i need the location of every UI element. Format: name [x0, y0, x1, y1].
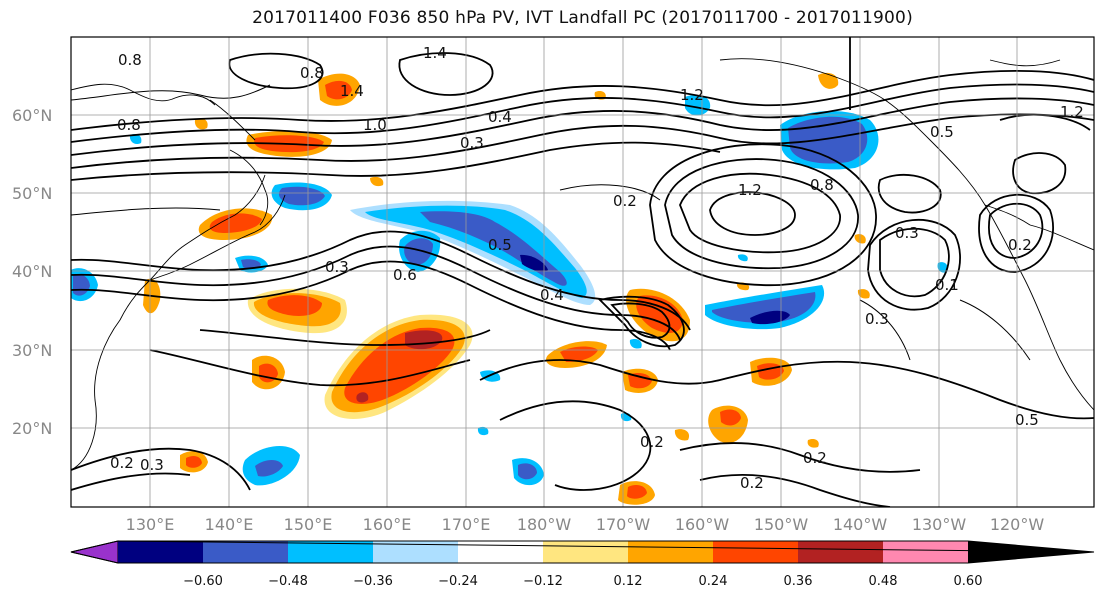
- colorbar-outline: [70, 540, 1095, 564]
- lat-label: 30°N: [12, 341, 52, 360]
- lon-label: 130°E: [126, 515, 175, 534]
- colorbar-tick: 0.24: [699, 574, 728, 589]
- plot-content: 0.8 0.8 1.4 1.4 0.8 1.0 0.3 0.4 0.5 1.2 …: [71, 37, 1094, 507]
- contour-label: 0.2: [1008, 236, 1032, 254]
- lon-label: 130°W: [912, 515, 967, 534]
- map-title: 2017011400 F036 850 hPa PV, IVT Landfall…: [252, 8, 913, 28]
- contour-label: 0.8: [117, 116, 141, 134]
- lat-label: 50°N: [12, 184, 52, 203]
- colorbar-tick: −0.48: [268, 574, 308, 589]
- graticule: [71, 37, 1094, 507]
- lon-label: 150°E: [284, 515, 333, 534]
- plot-frame: [70, 36, 1095, 508]
- contour-label: 0.5: [1015, 411, 1039, 429]
- pv-contours: [71, 37, 1094, 507]
- contour-label: 0.8: [300, 64, 324, 82]
- contour-label: 0.5: [488, 236, 512, 254]
- coastlines: [71, 58, 1094, 471]
- contour-label: 0.1: [935, 276, 959, 294]
- colorbar-tick: 0.36: [784, 574, 813, 589]
- contour-label: 0.3: [140, 456, 164, 474]
- contour-labels: 0.8 0.8 1.4 1.4 0.8 1.0 0.3 0.4 0.5 1.2 …: [110, 44, 1084, 492]
- contour-label: 0.4: [488, 108, 512, 126]
- colorbar-bin: [883, 541, 968, 563]
- colorbar-bin: [373, 541, 458, 563]
- contour-label: 0.8: [118, 51, 142, 69]
- colorbar-bin: [118, 541, 203, 563]
- pv-contours-thin: [71, 84, 1031, 361]
- contour-label: 0.3: [895, 224, 919, 242]
- lon-label: 160°W: [675, 515, 730, 534]
- lon-label: 120°W: [990, 515, 1045, 534]
- contour-label: 0.3: [865, 310, 889, 328]
- contour-label: 1.2: [1060, 103, 1084, 121]
- contour-label: 0.6: [393, 266, 417, 284]
- lon-label: 150°W: [754, 515, 809, 534]
- lon-label: 180°W: [517, 515, 572, 534]
- colorbar-tick: 0.48: [869, 574, 898, 589]
- colorbar-bin: [288, 541, 373, 563]
- lat-label: 20°N: [12, 419, 52, 438]
- colorbar-tick: −0.24: [438, 574, 478, 589]
- lon-label: 140°W: [833, 515, 888, 534]
- longitude-labels: 130°E 140°E 150°E 160°E 170°E 180°W 170°…: [126, 515, 1045, 534]
- colorbar-extend-max: [968, 541, 1094, 563]
- colorbar-bin: [458, 541, 543, 563]
- contour-label: 0.2: [640, 433, 664, 451]
- lat-label: 60°N: [12, 106, 52, 125]
- colorbar-bin: [543, 541, 628, 563]
- contour-label: 1.0: [363, 116, 387, 134]
- contour-label: 0.2: [110, 454, 134, 472]
- colorbar-bin: [798, 541, 883, 563]
- colorbar-tick: 0.60: [954, 574, 983, 589]
- latitude-labels: 60°N 50°N 40°N 30°N 20°N: [12, 106, 52, 438]
- colorbar-extend-min: [70, 540, 119, 564]
- contour-label: 0.4: [540, 286, 564, 304]
- contour-label: 1.4: [423, 44, 447, 62]
- colorbar-bin: [713, 541, 798, 563]
- lon-label: 160°E: [363, 515, 412, 534]
- colorbar: −0.60 −0.48 −0.36 −0.24 −0.12 0.12 0.24 …: [70, 540, 1095, 589]
- contour-label: 0.2: [803, 449, 827, 467]
- contour-label: 1.4: [340, 82, 364, 100]
- lat-label: 40°N: [12, 262, 52, 281]
- contour-label: 0.5: [930, 123, 954, 141]
- contour-label: 1.2: [738, 181, 762, 199]
- lon-label: 170°E: [442, 515, 491, 534]
- contour-label: 0.2: [740, 474, 764, 492]
- colorbar-tick: 0.12: [614, 574, 643, 589]
- colorbar-bin: [203, 541, 288, 563]
- lon-label: 140°E: [205, 515, 254, 534]
- colorbar-tick: −0.12: [523, 574, 563, 589]
- lon-label: 170°W: [596, 515, 651, 534]
- colorbar-bin: [628, 541, 713, 563]
- contour-label: 0.2: [613, 192, 637, 210]
- contour-label: 0.3: [325, 258, 349, 276]
- colorbar-tick: −0.60: [183, 574, 223, 589]
- contour-label: 0.8: [810, 176, 834, 194]
- colorbar-tick: −0.36: [353, 574, 393, 589]
- contour-label: 1.2: [680, 86, 704, 104]
- contour-label: 0.3: [460, 134, 484, 152]
